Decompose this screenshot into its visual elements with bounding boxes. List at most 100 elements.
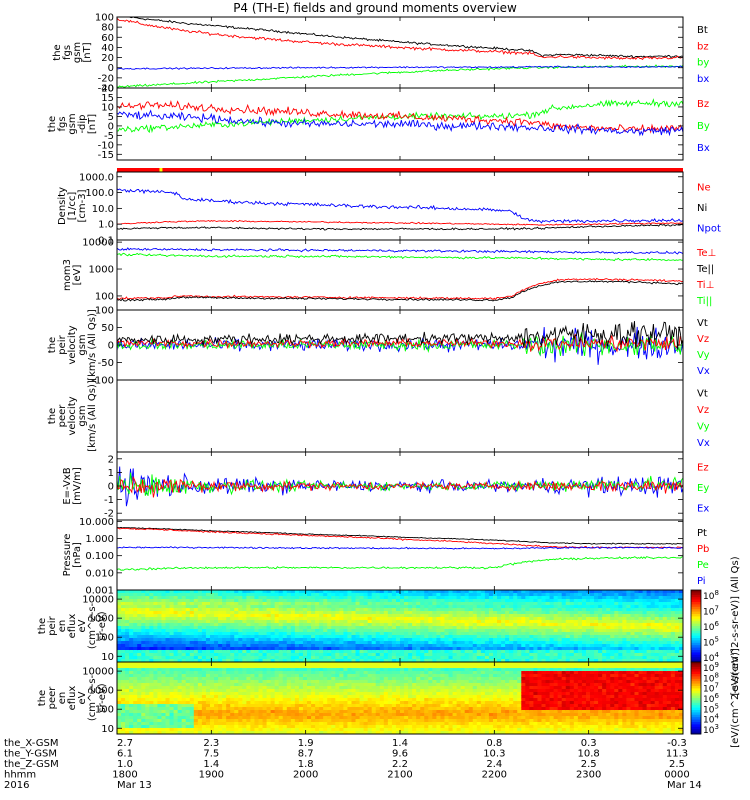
heatmap-cell xyxy=(379,656,385,660)
heatmap-cell xyxy=(646,590,652,594)
heatmap-cell xyxy=(505,611,510,615)
heatmap-cell xyxy=(254,683,259,687)
heatmap-cell xyxy=(529,605,534,609)
heatmap-cell xyxy=(577,641,583,645)
heatmap-cell xyxy=(173,593,179,597)
heatmap-cell xyxy=(137,692,142,696)
heatmap-cell xyxy=(177,638,183,642)
heatmap-cell xyxy=(569,602,575,606)
heatmap-cell xyxy=(185,710,191,714)
heatmap-cell xyxy=(125,716,130,720)
heatmap-cell xyxy=(173,614,179,618)
heatmap-cell xyxy=(488,647,494,651)
heatmap-cell xyxy=(226,689,231,693)
heatmap-cell xyxy=(286,590,292,594)
heatmap-cell xyxy=(218,731,223,734)
heatmap-cell xyxy=(610,593,615,597)
heatmap-cell xyxy=(387,611,393,615)
heatmap-cell xyxy=(355,728,361,732)
heatmap-cell xyxy=(286,608,292,612)
heatmap-cell xyxy=(585,605,591,609)
heatmap-cell xyxy=(133,728,138,732)
heatmap-cell xyxy=(375,614,381,618)
heatmap-cell xyxy=(141,602,146,606)
heatmap-cell xyxy=(145,716,150,720)
heatmap-cell xyxy=(214,668,219,672)
heatmap-cell xyxy=(585,623,591,627)
heatmap-cell xyxy=(622,623,627,627)
heatmap-cell xyxy=(323,650,328,654)
heatmap-cell xyxy=(590,638,595,642)
heatmap-cell xyxy=(335,653,340,657)
heatmap-cell xyxy=(674,632,680,636)
heatmap-cell xyxy=(339,647,344,651)
heatmap-cell xyxy=(214,647,219,651)
heatmap-cell xyxy=(307,701,312,705)
heatmap-cell xyxy=(246,632,251,636)
heatmap-cell xyxy=(440,647,445,651)
heatmap-cell xyxy=(594,599,599,603)
heatmap-cell xyxy=(230,653,235,657)
heatmap-cell xyxy=(581,602,587,606)
status-bar xyxy=(117,168,683,172)
heatmap-cell xyxy=(165,707,171,711)
heatmap-cell xyxy=(371,647,377,651)
heatmap-cell xyxy=(226,683,231,687)
heatmap-cell xyxy=(250,611,255,615)
heatmap-cell xyxy=(359,668,365,672)
heatmap-cell xyxy=(185,650,191,654)
colorbar-swatch xyxy=(691,650,701,653)
heatmap-cell xyxy=(509,647,514,651)
heatmap-cell xyxy=(137,614,142,618)
heatmap-cell xyxy=(654,644,660,648)
heatmap-cell xyxy=(391,593,397,597)
heatmap-cell xyxy=(298,683,304,687)
heatmap-cell xyxy=(121,611,126,615)
heatmap-cell xyxy=(472,611,478,615)
heatmap-cell xyxy=(250,635,255,639)
heatmap-cell xyxy=(286,665,292,669)
heatmap-cell xyxy=(315,680,320,684)
heatmap-cell xyxy=(258,716,264,720)
heatmap-cell xyxy=(416,623,421,627)
heatmap-cell xyxy=(658,590,664,594)
heatmap-cell xyxy=(270,599,276,603)
heatmap-cell xyxy=(145,671,150,675)
heatmap-cell xyxy=(545,593,551,597)
heatmap-cell xyxy=(266,662,272,666)
heatmap-cell xyxy=(395,593,401,597)
heatmap-cell xyxy=(193,617,199,621)
heatmap-cell xyxy=(149,668,154,672)
heatmap-cell xyxy=(278,680,284,684)
heatmap-cell xyxy=(185,632,191,636)
heatmap-cell xyxy=(351,635,357,639)
heatmap-cell xyxy=(335,725,340,729)
heatmap-cell xyxy=(577,593,583,597)
heatmap-cell xyxy=(400,602,405,606)
heatmap-cell xyxy=(594,596,599,600)
heatmap-cell xyxy=(302,605,308,609)
heatmap-cell xyxy=(618,629,623,633)
heatmap-cell xyxy=(428,659,433,662)
y-tick-label: 0.100 xyxy=(85,551,114,562)
heatmap-cell xyxy=(157,596,162,600)
heatmap-cell xyxy=(529,653,534,657)
heatmap-cell xyxy=(209,629,215,633)
heatmap-cell xyxy=(638,614,644,618)
heatmap-cell xyxy=(347,704,352,708)
heatmap-cell xyxy=(484,596,490,600)
heatmap-cell xyxy=(436,602,441,606)
heatmap-cell xyxy=(319,731,324,734)
heatmap-cell xyxy=(448,599,454,603)
heatmap-cell xyxy=(638,647,644,651)
heatmap-cell xyxy=(323,599,328,603)
heatmap-cell xyxy=(209,671,215,675)
heatmap-cell xyxy=(359,596,365,600)
heatmap-cell xyxy=(165,692,171,696)
heatmap-cell xyxy=(307,611,312,615)
heatmap-cell xyxy=(270,707,276,711)
heatmap-cell xyxy=(161,596,167,600)
heatmap-cell xyxy=(375,659,381,662)
heatmap-cell xyxy=(606,602,611,606)
heatmap-cell xyxy=(375,605,381,609)
